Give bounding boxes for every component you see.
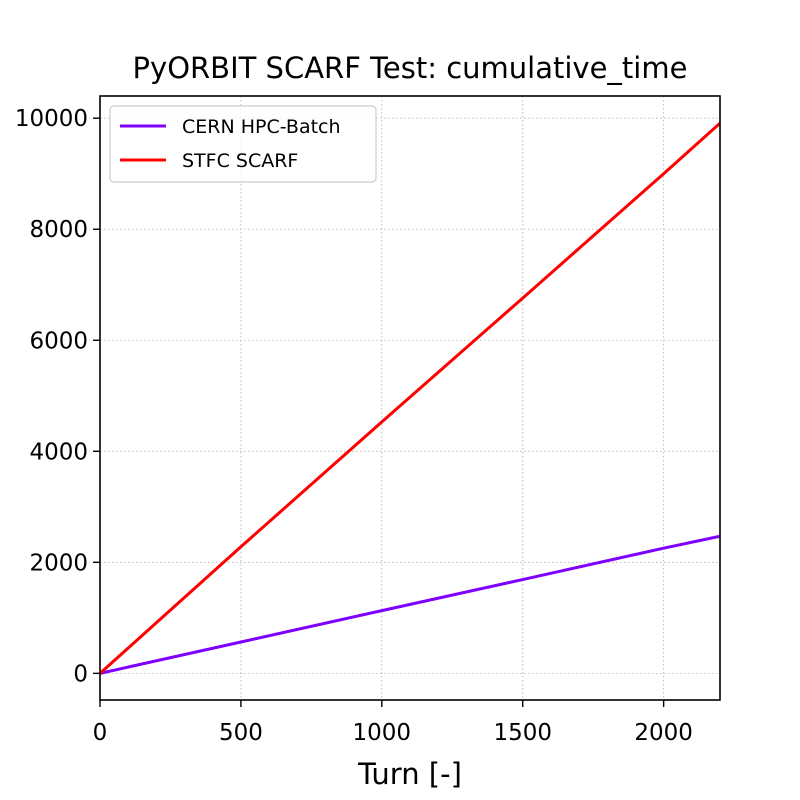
legend-box	[109, 105, 377, 183]
x-tick-label: 1000	[353, 720, 412, 746]
x-tick-label: 1500	[493, 720, 552, 746]
x-tick-label: 2000	[634, 720, 693, 746]
x-tick-label: 500	[219, 720, 263, 746]
y-tick-label: 6000	[29, 328, 88, 354]
series-line-cern-hpc-batch	[99, 534, 721, 675]
legend-label: CERN HPC-Batch	[182, 116, 341, 138]
y-tick-label: 8000	[29, 217, 88, 243]
y-tick-label: 0	[73, 661, 88, 687]
plot-frame	[99, 95, 721, 701]
series-line-stfc-scarf	[98, 122, 722, 675]
chart-title: PyORBIT SCARF Test: cumulative_time	[133, 51, 688, 85]
y-axis-ticks: 0 2000 4000 6000 8000 10000	[15, 106, 100, 687]
y-tick-label: 4000	[29, 439, 88, 465]
x-axis-label: Turn [-]	[357, 757, 462, 791]
series-lines	[98, 122, 722, 675]
legend: CERN HPC-Batch STFC SCARF	[109, 105, 377, 183]
x-tick-label: 0	[93, 720, 108, 746]
legend-label: STFC SCARF	[182, 150, 298, 172]
y-tick-label: 2000	[29, 550, 88, 576]
x-axis-ticks: 0 500 1000 1500 2000	[93, 700, 693, 746]
y-tick-label: 10000	[15, 106, 88, 132]
